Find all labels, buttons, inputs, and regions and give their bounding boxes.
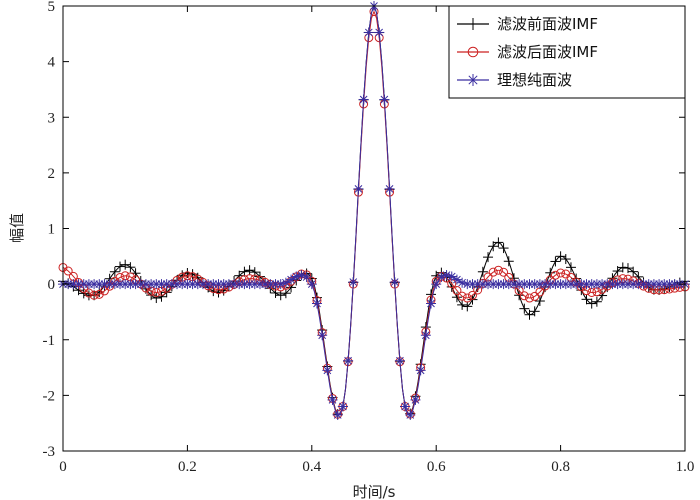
y-tick-label: 4 xyxy=(48,55,56,71)
y-tick-label: -2 xyxy=(43,388,56,404)
y-tick-label: 3 xyxy=(48,110,56,126)
legend-label: 滤波前面波IMF xyxy=(497,15,598,33)
x-tick-label: 0.4 xyxy=(302,459,321,475)
legend-entry: 滤波后面波IMF xyxy=(457,43,598,61)
x-tick-label: 1.0 xyxy=(676,459,695,475)
x-tick-label: 0.2 xyxy=(178,459,197,475)
y-tick-label: -3 xyxy=(43,444,56,460)
x-tick-label: 0 xyxy=(59,459,67,475)
x-axis-label: 时间/s xyxy=(353,483,396,500)
series-layer xyxy=(58,1,690,420)
y-tick-label: 0 xyxy=(48,277,56,293)
x-tick-label: 0.6 xyxy=(427,459,446,475)
legend-label: 理想纯面波 xyxy=(497,71,572,89)
legend-entry: 滤波前面波IMF xyxy=(457,15,598,33)
legend-entry: 理想纯面波 xyxy=(457,71,572,89)
x-tick-label: 0.8 xyxy=(551,459,570,475)
ticks-layer: 0 0.2 0.4 0.6 0.8 1.0 -3 -2 -1 0 1 2 3 4 5 xyxy=(43,0,695,475)
y-tick-label: 1 xyxy=(48,222,56,238)
y-axis-label: 幅值 xyxy=(8,213,26,243)
legend-label: 滤波后面波IMF xyxy=(497,43,598,61)
y-tick-label: 5 xyxy=(48,0,56,15)
y-tick-label: -1 xyxy=(43,333,56,349)
y-tick-label: 2 xyxy=(48,166,56,182)
legend: 滤波前面波IMF 滤波后面波IMF 理想纯面波 xyxy=(448,5,686,99)
